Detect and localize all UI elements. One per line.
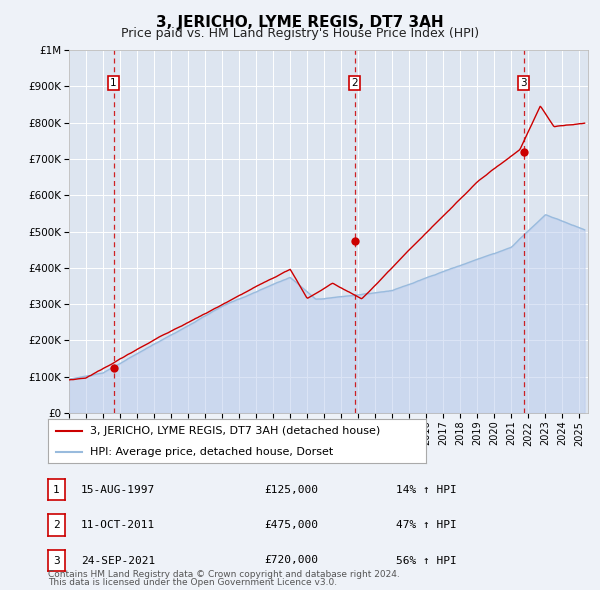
Text: 24-SEP-2021: 24-SEP-2021 <box>81 556 155 565</box>
Text: 3, JERICHO, LYME REGIS, DT7 3AH: 3, JERICHO, LYME REGIS, DT7 3AH <box>156 15 444 30</box>
Text: 2: 2 <box>351 78 358 88</box>
Text: 1: 1 <box>110 78 117 88</box>
Text: HPI: Average price, detached house, Dorset: HPI: Average price, detached house, Dors… <box>89 447 333 457</box>
Text: £475,000: £475,000 <box>264 520 318 530</box>
Text: £720,000: £720,000 <box>264 556 318 565</box>
Text: 56% ↑ HPI: 56% ↑ HPI <box>396 556 457 565</box>
Text: Contains HM Land Registry data © Crown copyright and database right 2024.: Contains HM Land Registry data © Crown c… <box>48 571 400 579</box>
Text: 3, JERICHO, LYME REGIS, DT7 3AH (detached house): 3, JERICHO, LYME REGIS, DT7 3AH (detache… <box>89 427 380 436</box>
Text: 3: 3 <box>53 556 60 565</box>
Text: 2: 2 <box>53 520 60 530</box>
Text: 14% ↑ HPI: 14% ↑ HPI <box>396 485 457 494</box>
Text: 47% ↑ HPI: 47% ↑ HPI <box>396 520 457 530</box>
Text: This data is licensed under the Open Government Licence v3.0.: This data is licensed under the Open Gov… <box>48 578 337 587</box>
Text: Price paid vs. HM Land Registry's House Price Index (HPI): Price paid vs. HM Land Registry's House … <box>121 27 479 40</box>
Text: 3: 3 <box>521 78 527 88</box>
Text: 1: 1 <box>53 485 60 494</box>
Text: 15-AUG-1997: 15-AUG-1997 <box>81 485 155 494</box>
Text: 11-OCT-2011: 11-OCT-2011 <box>81 520 155 530</box>
Text: £125,000: £125,000 <box>264 485 318 494</box>
